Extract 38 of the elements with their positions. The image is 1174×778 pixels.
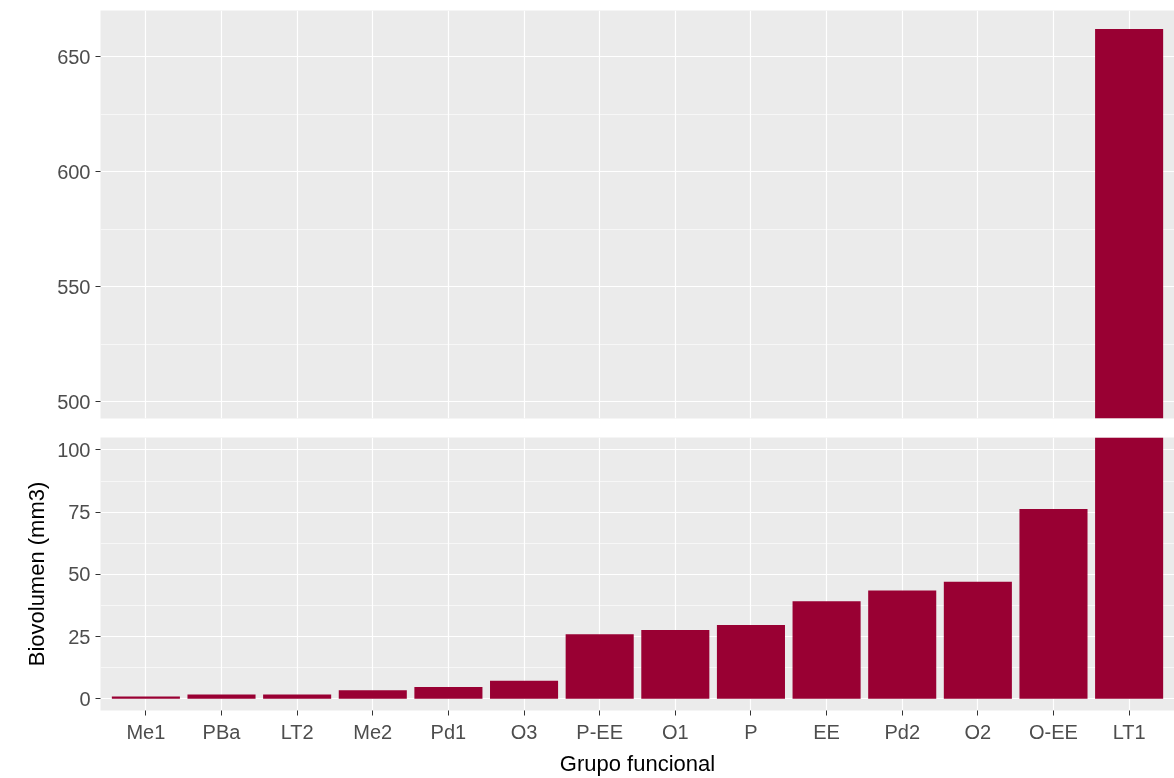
y-tick-label: 600 [57,160,91,183]
x-tick-label: LT2 [280,720,314,743]
bar [792,601,861,699]
bar [565,634,634,699]
bar [641,630,710,699]
bar [716,624,785,699]
x-tick-label: Pd1 [430,720,467,743]
y-tick-label: 75 [68,501,91,524]
y-tick-label: 550 [57,275,91,298]
y-axis-title: Biovolumen (mm3) [24,481,50,667]
y-tick-label: 650 [57,45,91,68]
x-tick-label: LT1 [1112,720,1146,743]
x-tick-label: O-EE [1029,720,1078,743]
bar [868,590,937,699]
x-tick-label: Me2 [353,720,393,743]
bar [943,581,1012,699]
x-tick-label: Me1 [126,720,166,743]
bar [1019,508,1088,699]
bar [263,694,332,699]
x-tick-label: P-EE [576,720,624,743]
bar [414,687,483,699]
x-tick-label: PBa [202,720,242,743]
x-axis-title: Grupo funcional [559,750,716,776]
y-tick-label: 100 [57,438,91,461]
bar [187,694,256,699]
bar [338,690,407,699]
x-tick-label: O2 [964,720,992,743]
y-tick-label: 500 [57,390,91,413]
y-tick-label: 25 [68,625,91,648]
x-tick-label: O3 [510,720,538,743]
bar [490,680,559,699]
x-tick-label: Pd2 [884,720,921,743]
y-tick-label: 50 [68,563,91,586]
x-tick-label: O1 [661,720,689,743]
x-tick-label: EE [813,720,840,743]
x-tick-label: P [744,720,758,743]
y-tick-label: 0 [79,687,91,710]
bar [1095,437,1164,699]
